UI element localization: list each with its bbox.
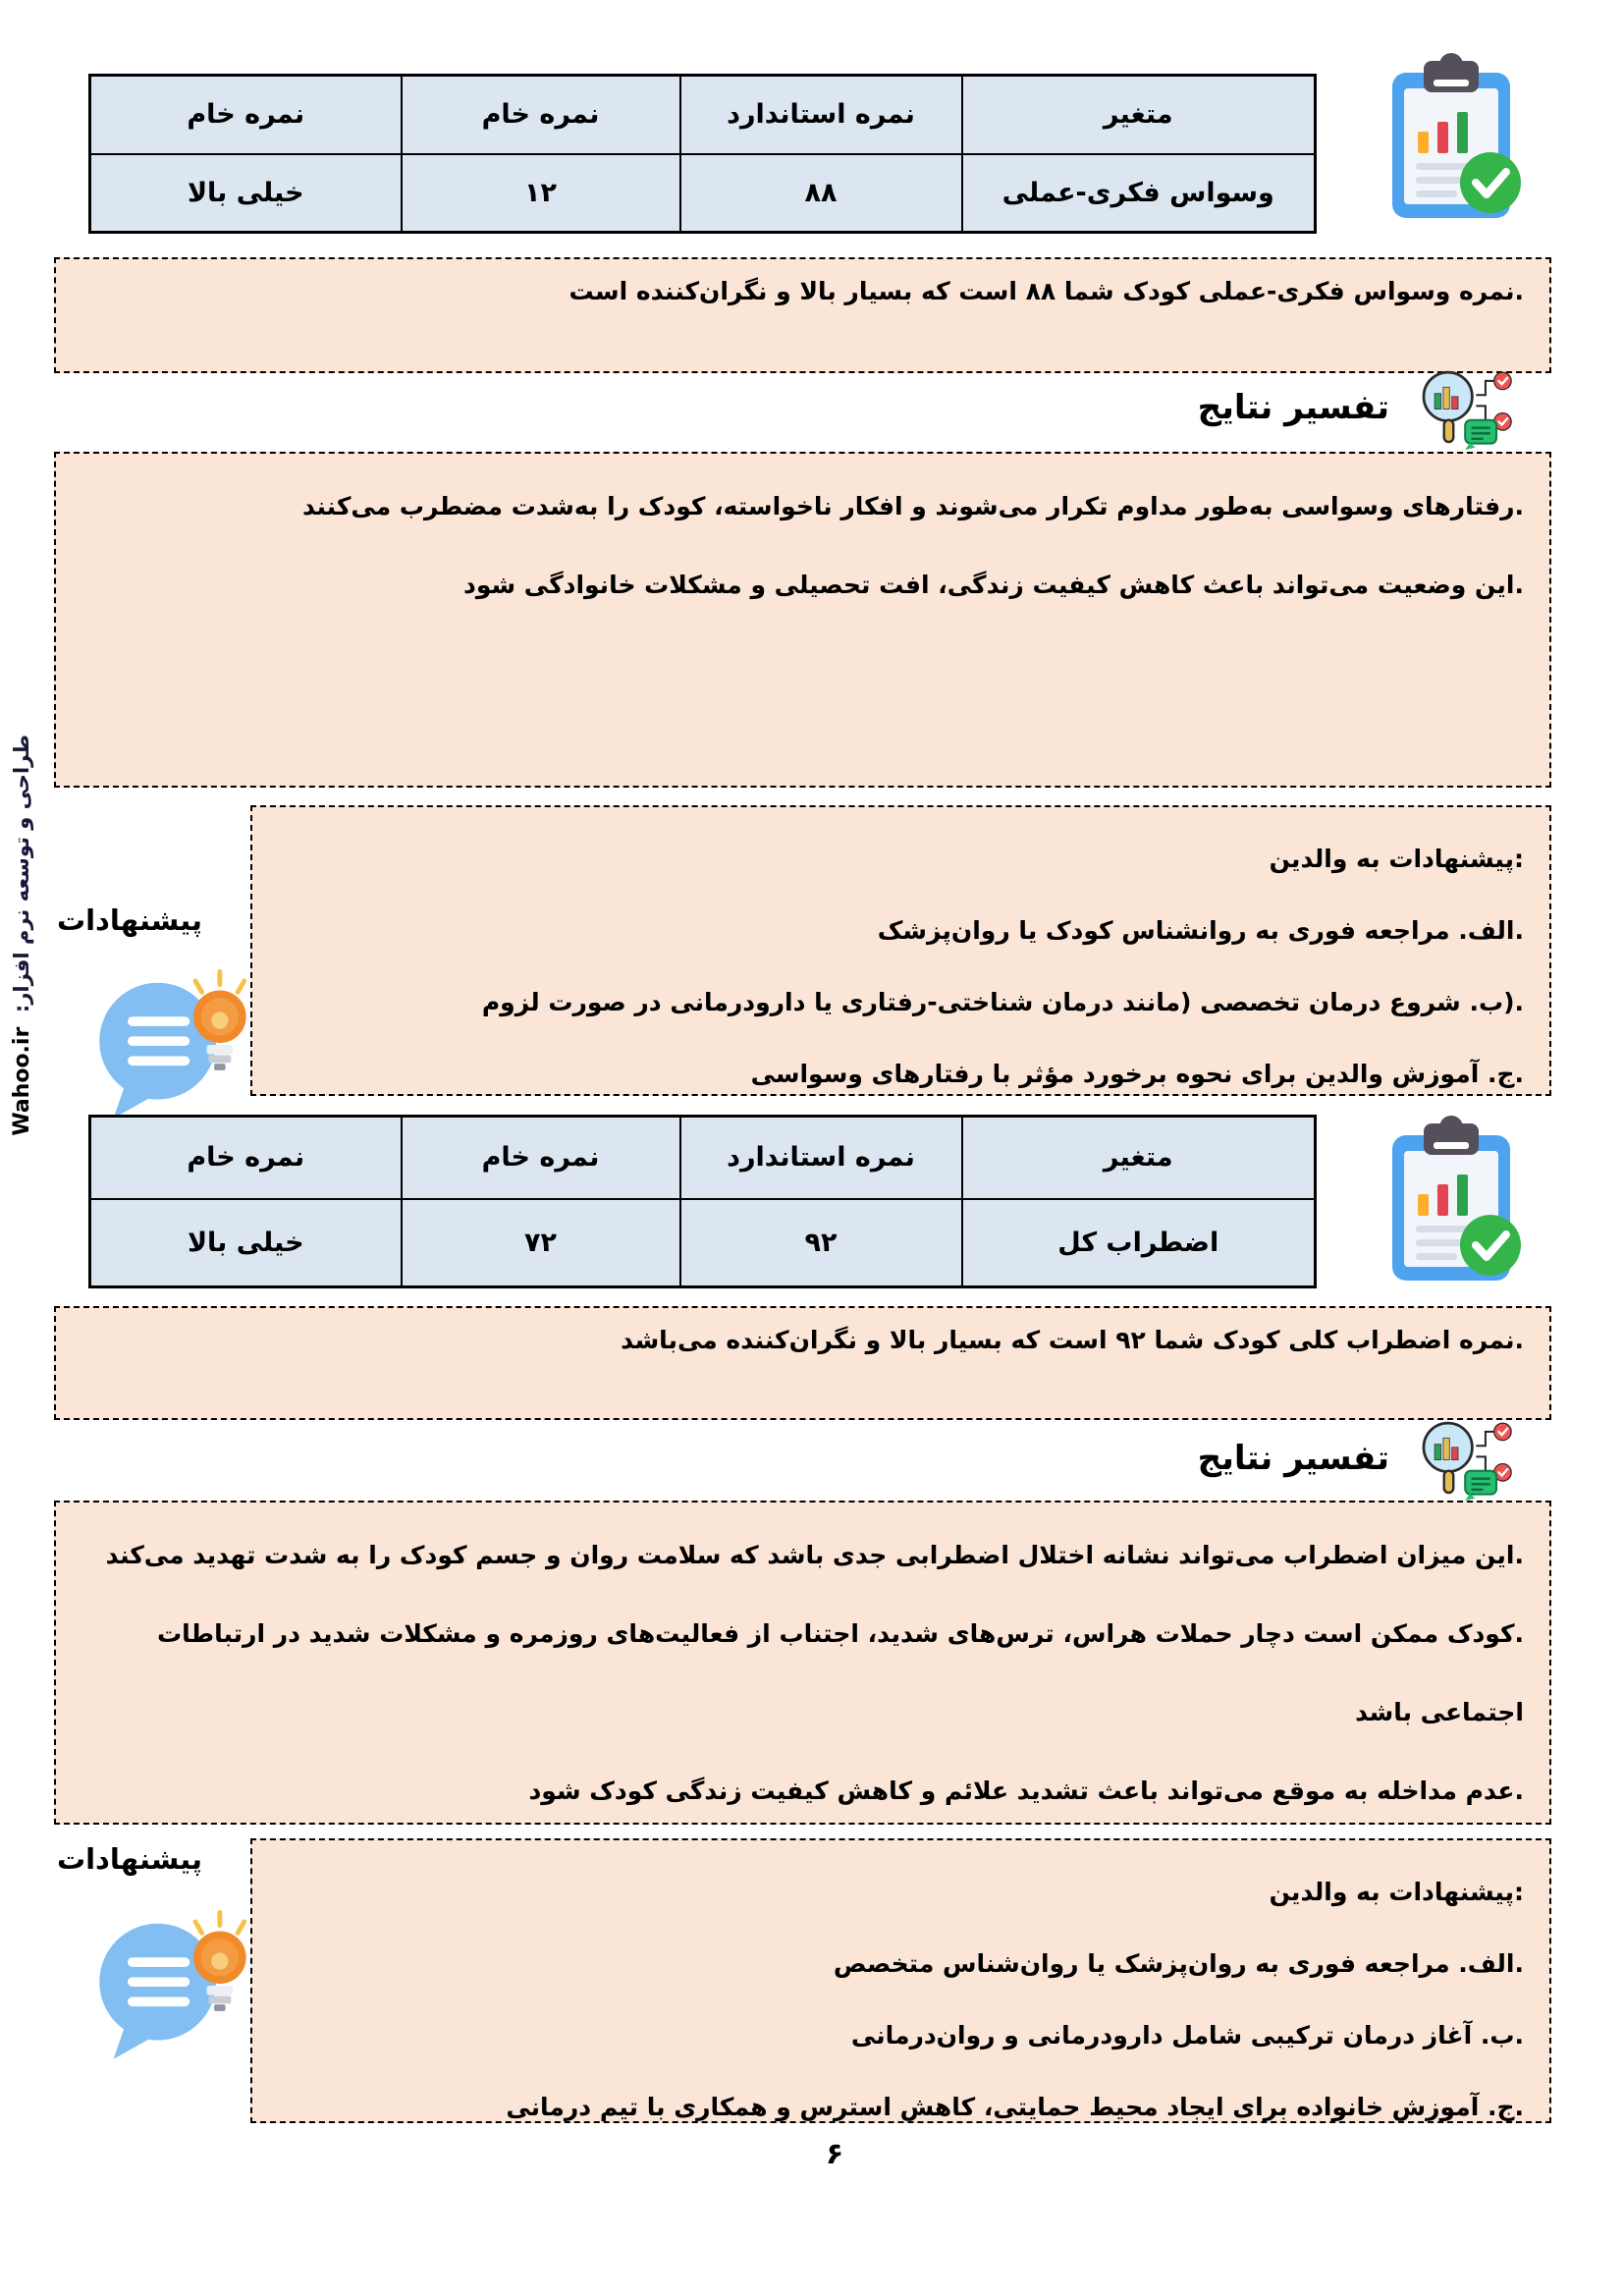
suggestions-box: :پیشنهادات به والدین .الف. مراجعه فوری ب… [250,805,1551,1096]
suggestion-line: .ج. آموزش والدین برای نحوه برخورد مؤثر ب… [750,1060,1524,1088]
table-row: وسواس فکری-عملی ۸۸ ۱۲ خیلی بالا [88,152,1317,234]
suggestions-side-label: پیشنهادات [56,903,203,937]
header-variable: متغیر [960,74,1317,155]
interpretation-line: .کودک ممکن است دچار حملات هراس، ترس‌های … [157,1619,1524,1726]
header-level: نمره خام [88,1115,403,1200]
table-header-row: متغیر نمره استاندارد نمره خام نمره خام [88,1115,1317,1200]
suggestion-line: .(ب. شروع درمان تخصصی (مانند درمان شناخت… [481,988,1524,1016]
score-table: متغیر نمره استاندارد نمره خام نمره خام ا… [88,1115,1317,1288]
note-text: .نمره وسواس فکری-عملی کودک شما ۸۸ است که… [568,277,1524,305]
clipboard-chart-check-icon [1392,1116,1521,1281]
table-header-row: متغیر نمره استاندارد نمره خام نمره خام [88,74,1317,155]
credit-brand: Wahoo.ir [10,1026,34,1136]
suggestion-bubble-bulb-icon [99,1909,247,2059]
suggestions-box: :پیشنهادات به والدین .الف. مراجعه فوری ب… [250,1838,1551,2123]
analysis-results-icon [1422,1421,1512,1501]
table-row: اضطراب کل ۹۲ ۷۲ خیلی بالا [88,1197,1317,1288]
suggestion-bubble-bulb-icon [99,968,247,1119]
results-heading: تفسیر نتایج [1198,1416,1529,1501]
credit-vertical: طراحی و توسعه نرم افزار: Wahoo.ir [10,735,45,1136]
suggestions-title: :پیشنهادات به والدین [1269,845,1524,873]
suggestion-line: .الف. مراجعه فوری به روانشناس کودک یا رو… [877,916,1524,945]
cell-standard-score: ۹۲ [678,1197,963,1288]
page-number: ۶ [825,2137,844,2171]
cell-raw-score: ۱۲ [400,152,681,234]
header-standard-score: نمره استاندارد [678,1115,963,1200]
interpretation-line: .عدم مداخله به موقع می‌تواند باعث تشدید … [528,1777,1524,1805]
interpretation-line: .این میزان اضطراب می‌تواند نشانه اختلال … [105,1541,1524,1569]
suggestion-line: .ب. آغاز درمان ترکیبی شامل دارودرمانی و … [850,2021,1524,2050]
header-variable: متغیر [960,1115,1317,1200]
credit-text: طراحی و توسعه نرم افزار: [10,735,33,1013]
note-text: .نمره اضطراب کلی کودک شما ۹۲ است که بسیا… [621,1326,1524,1354]
results-heading-title: تفسیر نتایج [1197,1439,1389,1478]
interpretation-line: .رفتارهای وسواسی به‌طور مداوم تکرار می‌ش… [302,492,1524,520]
header-raw-score: نمره خام [400,1115,681,1200]
cell-raw-score: ۷۲ [400,1197,681,1288]
interpretation-line: .این وضعیت می‌تواند باعث کاهش کیفیت زندگ… [462,571,1524,599]
suggestions-title: :پیشنهادات به والدین [1269,1878,1524,1906]
analysis-results-icon [1422,370,1512,450]
cell-variable: اضطراب کل [960,1197,1317,1288]
note-box: .نمره وسواس فکری-عملی کودک شما ۸۸ است که… [54,257,1551,373]
suggestion-line: .الف. مراجعه فوری به روان‌پزشک یا روان‌ش… [833,1949,1524,1978]
header-standard-score: نمره استاندارد [678,74,963,155]
header-raw-score: نمره خام [400,74,681,155]
cell-standard-score: ۸۸ [678,152,963,234]
score-table: متغیر نمره استاندارد نمره خام نمره خام و… [88,74,1317,234]
suggestion-line: .ج. آموزش خانواده برای ایجاد محیط حمایتی… [506,2093,1524,2121]
note-box: .نمره اضطراب کلی کودک شما ۹۲ است که بسیا… [54,1306,1551,1420]
header-level: نمره خام [88,74,403,155]
results-heading-title: تفسیر نتایج [1197,388,1389,427]
results-heading: تفسیر نتایج [1198,365,1529,450]
cell-level: خیلی بالا [88,152,403,234]
cell-variable: وسواس فکری-عملی [960,152,1317,234]
interpretation-box: .این میزان اضطراب می‌تواند نشانه اختلال … [54,1501,1551,1825]
cell-level: خیلی بالا [88,1197,403,1288]
clipboard-chart-check-icon [1392,53,1521,218]
suggestions-side-label: پیشنهادات [56,1842,203,1876]
interpretation-box: .رفتارهای وسواسی به‌طور مداوم تکرار می‌ش… [54,452,1551,788]
